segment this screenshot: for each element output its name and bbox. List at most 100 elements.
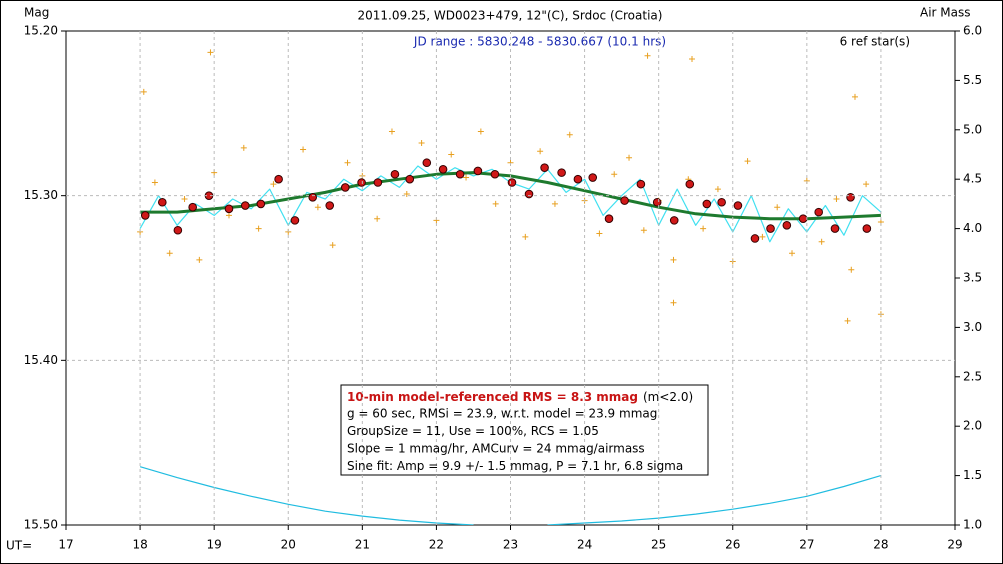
mean-point <box>405 174 415 184</box>
plus-point <box>818 238 825 245</box>
mean-point <box>224 204 234 214</box>
plus-point <box>670 256 677 263</box>
stats-line: g = 60 sec, RMSi = 23.9, w.r.t. model = … <box>347 407 657 421</box>
x-tick-label: 22 <box>429 538 444 552</box>
plus-point <box>463 174 470 181</box>
plus-point <box>640 227 647 234</box>
plus-point <box>492 200 499 207</box>
mean-point <box>604 214 614 224</box>
stats-line: Slope = 1 mmag/hr, AMCurv = 24 mmag/airm… <box>347 442 645 456</box>
stats-box <box>340 384 709 476</box>
plus-point <box>759 233 766 240</box>
mean-point <box>782 221 792 230</box>
mean-point <box>862 224 872 233</box>
stats-line: GroupSize = 11, Use = 100%, RCS = 1.05 <box>347 424 599 438</box>
plus-point <box>851 93 858 100</box>
mean-point <box>390 169 400 179</box>
stats-headline-main: 10-min model-referenced RMS = 8.3 mmag <box>347 390 638 404</box>
plus-point <box>448 151 455 158</box>
mean-point <box>717 197 726 207</box>
plus-point <box>566 131 573 138</box>
mean-point <box>702 199 712 209</box>
mean-point <box>357 178 366 187</box>
plus-point <box>844 317 851 324</box>
mean-point <box>373 178 383 187</box>
mean-point <box>290 216 300 225</box>
plus-point <box>596 230 603 237</box>
plus-point <box>551 200 558 207</box>
y2-tick-label: 1.5 <box>963 468 982 482</box>
mean-point <box>766 224 775 233</box>
y-tick-label: 15.20 <box>24 24 58 38</box>
plus-point <box>848 266 855 273</box>
mean-point <box>188 202 197 212</box>
x-axis-label: UT= <box>6 539 32 553</box>
mean-point <box>846 193 855 202</box>
x-tick-label: 27 <box>799 538 814 552</box>
plus-point <box>522 233 529 240</box>
y2-tick-label: 3.5 <box>963 271 982 285</box>
mean-point <box>340 183 350 192</box>
mean-point <box>636 179 646 189</box>
plus-point <box>537 148 544 155</box>
y2-tick-label: 2.0 <box>963 419 982 433</box>
plus-point <box>166 250 173 257</box>
mean-point <box>158 197 167 207</box>
y2-tick-label: 4.0 <box>963 221 982 235</box>
x-tick-label: 20 <box>281 538 296 552</box>
x-tick-label: 25 <box>651 538 666 552</box>
stats-line: Sine fit: Amp = 9.9 +/- 1.5 mmag, P = 7.… <box>347 459 683 473</box>
plus-point <box>240 144 247 151</box>
mean-point <box>830 224 840 233</box>
plus-point <box>611 171 618 178</box>
x-tick-label: 18 <box>132 538 147 552</box>
x-tick-label: 21 <box>355 538 370 552</box>
mean-point <box>507 178 517 187</box>
mean-point <box>652 197 662 207</box>
jd-range: JD range : 5830.248 - 5830.667 (10.1 hrs… <box>413 35 666 49</box>
chart-title: 2011.09.25, WD0023+479, 12"(C), Srdoc (C… <box>358 9 663 23</box>
plus-point <box>344 159 351 166</box>
plus-point <box>140 88 147 95</box>
y2-tick-label: 5.0 <box>963 122 982 136</box>
mean-point <box>557 168 566 177</box>
mean-point <box>588 173 598 182</box>
plus-point <box>225 212 232 219</box>
plus-point <box>151 179 158 186</box>
x-tick-label: 26 <box>725 538 740 552</box>
plus-point <box>670 299 677 306</box>
x-tick-label: 19 <box>207 538 222 552</box>
mean-point <box>620 196 629 205</box>
mean-point <box>669 216 679 225</box>
y2-tick-label: 5.5 <box>963 73 982 87</box>
mean-point <box>325 201 335 210</box>
mean-point <box>814 207 823 217</box>
y2-tick-label: 4.5 <box>963 172 982 186</box>
stats-headline-note: (m<2.0) <box>643 390 693 404</box>
plus-point <box>689 55 696 62</box>
plus-point <box>744 158 751 165</box>
y2-tick-label: 1.0 <box>963 518 982 532</box>
mean-point <box>750 234 760 243</box>
mean-point <box>308 193 317 202</box>
y2-axis-label: Air Mass <box>920 6 971 20</box>
mean-point <box>256 199 266 209</box>
line-series <box>139 466 882 525</box>
mean-point <box>473 166 483 176</box>
mean-point <box>490 169 500 179</box>
y2-tick-label: 6.0 <box>963 24 982 38</box>
plus-point <box>774 204 781 211</box>
mean-point <box>173 225 183 235</box>
plus-point <box>196 256 203 263</box>
mean-point <box>524 189 534 199</box>
plus-point <box>207 49 214 56</box>
plus-point <box>477 128 484 135</box>
plus-point <box>714 186 721 193</box>
y-tick-label: 15.30 <box>24 188 58 202</box>
x-tick-label: 23 <box>503 538 518 552</box>
plus-point <box>388 128 395 135</box>
mean-point <box>685 179 695 189</box>
plus-point <box>403 191 410 198</box>
mean-point <box>540 163 549 172</box>
